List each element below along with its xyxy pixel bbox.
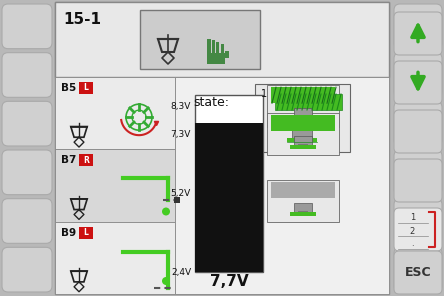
Bar (55, 2, 389, 294)
Bar (271, 115, 335, 131)
Bar (255, 84, 350, 152)
Bar (287, 138, 317, 142)
Bar (275, 94, 342, 110)
FancyBboxPatch shape (394, 53, 442, 97)
Circle shape (162, 277, 170, 285)
Bar (267, 85, 339, 127)
Text: 15-1: 15-1 (63, 12, 101, 27)
FancyBboxPatch shape (394, 61, 442, 104)
FancyBboxPatch shape (394, 4, 442, 49)
FancyBboxPatch shape (2, 150, 52, 195)
Bar (207, 38, 210, 54)
Bar (79, 154, 93, 166)
FancyBboxPatch shape (2, 247, 52, 292)
Bar (225, 51, 229, 58)
Bar (195, 95, 263, 272)
Bar (290, 145, 316, 149)
Text: .: . (411, 239, 413, 249)
FancyBboxPatch shape (394, 150, 442, 195)
Text: 8,3V: 8,3V (170, 102, 191, 111)
Bar (79, 82, 93, 94)
Bar (294, 136, 312, 145)
Bar (216, 42, 219, 54)
Text: L: L (83, 228, 88, 237)
FancyBboxPatch shape (394, 208, 442, 251)
FancyBboxPatch shape (394, 199, 442, 243)
Bar (290, 117, 316, 121)
FancyBboxPatch shape (2, 4, 52, 49)
Bar (297, 137, 307, 141)
Bar (55, 222, 175, 294)
Bar (290, 212, 316, 216)
FancyBboxPatch shape (2, 101, 52, 146)
FancyBboxPatch shape (394, 247, 442, 292)
Bar (212, 40, 215, 54)
Bar (174, 197, 180, 202)
Bar (294, 108, 312, 117)
Text: B9: B9 (61, 228, 76, 238)
Bar (292, 128, 312, 138)
Bar (271, 182, 335, 198)
Bar (207, 53, 225, 64)
Bar (267, 113, 339, 155)
FancyBboxPatch shape (2, 53, 52, 97)
Text: 2: 2 (410, 226, 415, 236)
Bar (298, 116, 308, 120)
Bar (55, 77, 175, 149)
Bar (175, 77, 389, 294)
Bar (55, 149, 175, 222)
Text: 2,4V: 2,4V (171, 268, 191, 276)
Text: 1: 1 (410, 213, 415, 223)
Bar (79, 227, 93, 239)
Circle shape (162, 207, 170, 215)
FancyBboxPatch shape (394, 110, 442, 153)
Bar (195, 123, 263, 272)
Text: 5,2V: 5,2V (171, 189, 191, 198)
Bar (140, 10, 260, 69)
Bar (298, 211, 308, 215)
Bar (55, 2, 389, 77)
FancyBboxPatch shape (394, 101, 442, 146)
Text: 7,3V: 7,3V (170, 130, 191, 139)
Text: state:: state: (193, 96, 229, 109)
Bar (298, 144, 308, 148)
Text: B5: B5 (61, 83, 76, 93)
Text: R: R (83, 156, 89, 165)
Text: B7: B7 (61, 155, 76, 165)
Bar (267, 180, 339, 222)
Text: L: L (83, 83, 88, 92)
FancyBboxPatch shape (394, 251, 442, 294)
FancyBboxPatch shape (2, 199, 52, 243)
Text: ESC: ESC (404, 266, 431, 279)
FancyBboxPatch shape (394, 12, 442, 55)
Text: 1: 1 (261, 89, 267, 99)
Bar (294, 203, 312, 212)
Bar (271, 87, 335, 103)
Bar (221, 44, 224, 54)
FancyBboxPatch shape (394, 159, 442, 202)
Text: 7,7V: 7,7V (210, 274, 248, 289)
